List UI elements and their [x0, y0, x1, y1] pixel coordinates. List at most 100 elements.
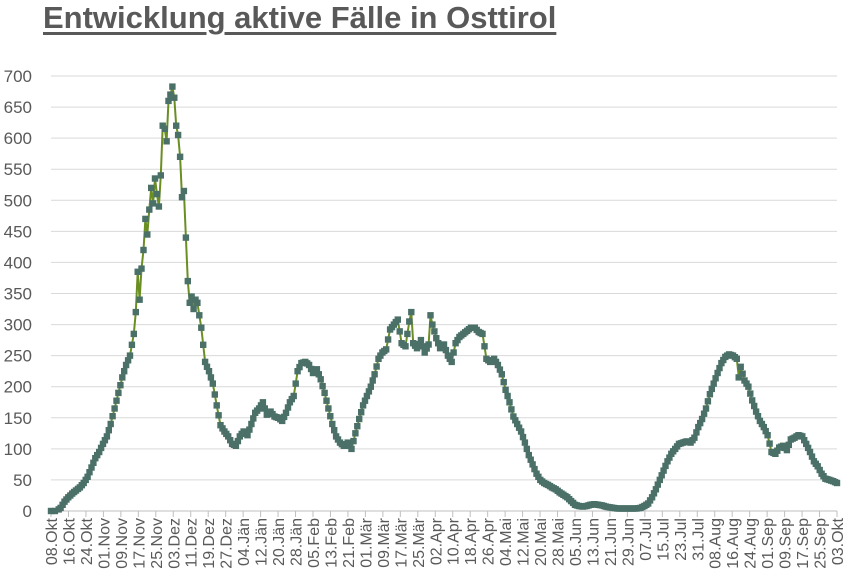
data-point-marker — [700, 410, 708, 417]
x-tick-label: 25.Sep — [813, 518, 830, 569]
x-tick-label: 13.Feb — [323, 518, 340, 568]
y-tick-label: 50 — [13, 471, 32, 490]
data-point-marker — [51, 507, 59, 515]
data-point-marker — [361, 397, 369, 404]
data-point-marker — [317, 376, 324, 383]
data-point-marker — [153, 190, 161, 198]
data-point-marker — [531, 465, 538, 473]
data-point-marker — [803, 440, 810, 448]
data-point-marker — [203, 363, 211, 370]
data-point-marker — [113, 397, 120, 404]
chart-title: Entwicklung aktive Fälle in Osttirol — [43, 0, 557, 35]
data-point-marker — [431, 328, 438, 335]
data-point-marker — [151, 175, 159, 182]
data-point-marker — [200, 341, 207, 348]
data-point-marker — [517, 428, 525, 435]
data-point-marker — [140, 246, 147, 254]
x-tick-label: 24.Aug — [743, 518, 760, 569]
data-point-marker — [155, 203, 163, 210]
x-tick-label: 17.Nov — [131, 518, 148, 569]
x-tick-label: 20.Jän — [271, 518, 288, 566]
data-point-marker — [173, 122, 180, 129]
data-point-marker — [344, 439, 351, 446]
data-point-marker — [712, 375, 719, 382]
data-point-marker — [161, 125, 168, 132]
data-point-marker — [348, 445, 355, 453]
data-point-marker — [764, 432, 771, 439]
data-point-marker — [122, 361, 130, 369]
data-point-marker — [704, 398, 712, 405]
x-tick-label: 24.Okt — [79, 517, 96, 565]
data-point-marker — [358, 409, 365, 416]
data-point-marker — [325, 405, 332, 412]
data-point-marker — [652, 486, 660, 493]
x-tick-label: 21.Jun — [603, 518, 620, 566]
y-tick-label: 0 — [23, 502, 32, 521]
y-tick-label: 550 — [4, 160, 32, 179]
data-point-marker — [169, 83, 176, 90]
data-point-marker — [450, 349, 457, 356]
data-point-marker — [427, 312, 434, 319]
data-point-marker — [529, 461, 536, 468]
data-point-marker — [739, 370, 746, 377]
data-point-marker — [444, 352, 452, 359]
data-point-marker — [508, 406, 515, 413]
data-point-marker — [479, 330, 486, 338]
data-point-marker — [371, 371, 378, 378]
data-point-marker — [521, 439, 529, 446]
data-point-marker — [433, 335, 440, 342]
data-point-marker — [783, 446, 791, 454]
x-tick-label: 05.Jun — [568, 518, 585, 566]
data-point-marker — [697, 419, 704, 427]
data-point-marker — [735, 374, 742, 381]
y-tick-label: 350 — [4, 285, 32, 304]
data-point-marker — [261, 405, 268, 412]
data-point-marker — [124, 357, 132, 364]
x-tick-label: 05.Feb — [306, 518, 323, 568]
data-point-marker — [481, 343, 488, 350]
data-point-marker — [662, 462, 669, 470]
data-point-marker — [754, 413, 762, 420]
data-point-marker — [99, 440, 107, 448]
data-point-marker — [321, 389, 328, 397]
y-tick-label: 150 — [4, 409, 32, 428]
x-tick-label: 04.Jän — [236, 518, 253, 566]
data-point-marker — [442, 346, 450, 354]
data-point-marker — [656, 476, 663, 484]
data-point-marker — [691, 434, 698, 441]
data-point-marker — [496, 366, 504, 373]
data-point-marker — [107, 420, 114, 428]
data-point-marker — [250, 415, 257, 422]
data-point-marker — [352, 430, 359, 437]
data-point-marker — [514, 420, 521, 428]
data-point-marker — [315, 371, 322, 378]
data-point-marker — [502, 386, 509, 393]
x-tick-label: 19.Dez — [201, 518, 218, 569]
data-point-marker — [182, 234, 190, 241]
data-point-marker — [402, 343, 409, 350]
x-tick-label: 25.Nov — [149, 518, 166, 569]
x-tick-label: 13.Jun — [585, 518, 602, 566]
x-tick-label: 01.Mär — [358, 517, 375, 567]
data-point-marker — [227, 437, 234, 444]
data-point-marker — [149, 200, 157, 207]
x-tick-label: 29.Jun — [620, 518, 637, 566]
data-point-marker — [186, 299, 193, 306]
data-point-marker — [282, 409, 290, 416]
data-point-marker — [733, 355, 740, 362]
data-point-marker — [215, 412, 222, 419]
data-point-marker — [115, 389, 122, 397]
data-point-marker — [103, 433, 111, 440]
data-point-marker — [515, 424, 523, 431]
x-tick-label: 23.Jul — [673, 518, 690, 561]
y-tick-label: 450 — [4, 222, 32, 241]
gridlines — [51, 75, 837, 512]
data-point-marker — [716, 364, 723, 372]
data-point-marker — [404, 330, 411, 338]
data-point-marker — [435, 340, 442, 347]
data-point-marker — [369, 377, 376, 384]
data-point-marker — [419, 343, 426, 350]
data-point-marker — [799, 433, 806, 440]
data-point-marker — [752, 408, 760, 415]
y-tick-label: 400 — [4, 253, 32, 272]
